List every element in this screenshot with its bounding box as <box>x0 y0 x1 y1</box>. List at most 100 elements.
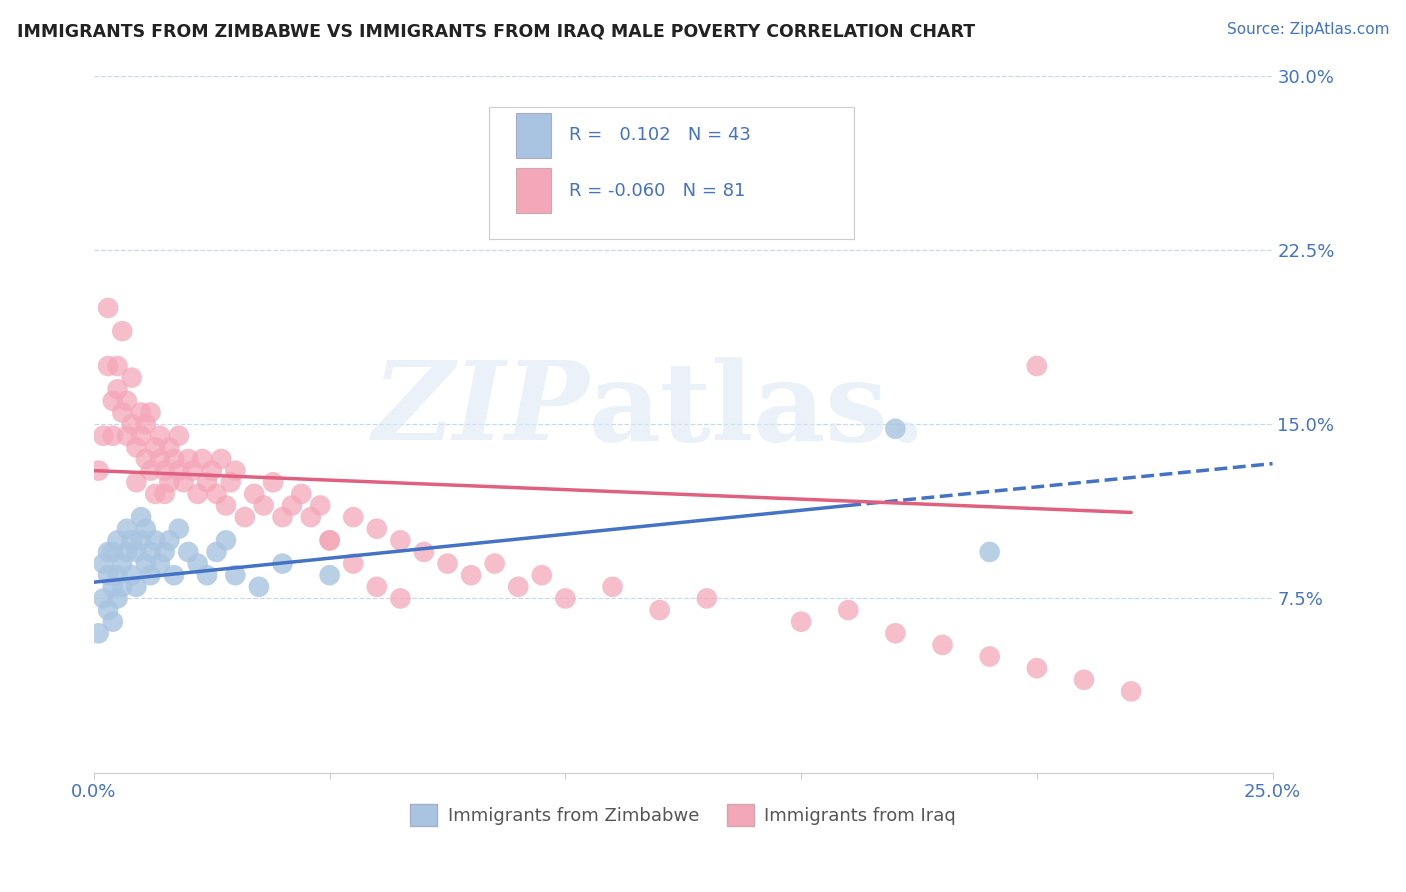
Point <box>87 626 110 640</box>
Point <box>93 429 115 443</box>
Point <box>931 638 953 652</box>
Point <box>389 533 412 548</box>
Point <box>253 499 276 513</box>
Text: R = -0.060   N = 81: R = -0.060 N = 81 <box>569 182 745 200</box>
Point <box>554 591 576 606</box>
Point <box>299 510 322 524</box>
Point <box>107 382 129 396</box>
Point <box>1025 661 1047 675</box>
Point <box>135 557 157 571</box>
Point <box>191 452 214 467</box>
Point <box>139 405 162 419</box>
Point <box>121 568 143 582</box>
Point <box>143 487 166 501</box>
Point <box>389 591 412 606</box>
Point <box>309 499 332 513</box>
Point <box>115 393 138 408</box>
Point <box>115 545 138 559</box>
Point <box>135 417 157 431</box>
Point <box>149 452 172 467</box>
Point <box>209 452 232 467</box>
Point <box>177 452 200 467</box>
Point <box>837 603 859 617</box>
Point <box>224 568 246 582</box>
Point <box>205 487 228 501</box>
Point <box>101 615 124 629</box>
Point <box>97 359 120 373</box>
Point <box>243 487 266 501</box>
Point <box>107 591 129 606</box>
Point <box>111 405 134 419</box>
Point <box>121 533 143 548</box>
Point <box>101 580 124 594</box>
Point <box>153 545 176 559</box>
Point <box>125 545 148 559</box>
Point <box>342 557 364 571</box>
Point <box>111 557 134 571</box>
Point <box>135 522 157 536</box>
Point <box>163 568 186 582</box>
Legend: Immigrants from Zimbabwe, Immigrants from Iraq: Immigrants from Zimbabwe, Immigrants fro… <box>404 797 963 833</box>
Point <box>205 545 228 559</box>
Point <box>111 324 134 338</box>
Point <box>143 441 166 455</box>
Point <box>135 452 157 467</box>
Point <box>125 441 148 455</box>
Point <box>139 464 162 478</box>
Point <box>129 405 152 419</box>
Point <box>97 545 120 559</box>
Point <box>125 580 148 594</box>
Point <box>195 475 218 490</box>
Point <box>157 441 180 455</box>
Point <box>979 649 1001 664</box>
Point <box>93 591 115 606</box>
Point <box>271 510 294 524</box>
Point <box>107 359 129 373</box>
Point <box>979 545 1001 559</box>
Point <box>342 510 364 524</box>
Point <box>167 464 190 478</box>
Point <box>219 475 242 490</box>
Point <box>167 429 190 443</box>
Point <box>107 533 129 548</box>
Point <box>121 417 143 431</box>
Point <box>460 568 482 582</box>
Point <box>366 580 388 594</box>
Point <box>648 603 671 617</box>
Point <box>215 533 238 548</box>
Point <box>530 568 553 582</box>
Point <box>290 487 312 501</box>
Point <box>121 370 143 384</box>
Point <box>153 464 176 478</box>
Point <box>163 452 186 467</box>
Point <box>247 580 270 594</box>
Point <box>187 487 209 501</box>
Point <box>1025 359 1047 373</box>
Point <box>187 557 209 571</box>
Point <box>167 522 190 536</box>
FancyBboxPatch shape <box>489 107 853 239</box>
Point <box>93 557 115 571</box>
Point <box>87 464 110 478</box>
Point <box>149 557 172 571</box>
Point <box>139 568 162 582</box>
Point <box>97 603 120 617</box>
Point <box>143 533 166 548</box>
Point <box>215 499 238 513</box>
Text: ZIP: ZIP <box>373 357 589 464</box>
Point <box>153 487 176 501</box>
Text: IMMIGRANTS FROM ZIMBABWE VS IMMIGRANTS FROM IRAQ MALE POVERTY CORRELATION CHART: IMMIGRANTS FROM ZIMBABWE VS IMMIGRANTS F… <box>17 22 974 40</box>
Point <box>1119 684 1142 698</box>
Point <box>484 557 506 571</box>
Point <box>233 510 256 524</box>
Point <box>101 545 124 559</box>
Point <box>318 568 340 582</box>
Point <box>125 475 148 490</box>
Point <box>271 557 294 571</box>
Point <box>101 429 124 443</box>
Point <box>508 580 530 594</box>
Point <box>139 545 162 559</box>
Point <box>413 545 436 559</box>
Point <box>318 533 340 548</box>
Point <box>107 568 129 582</box>
